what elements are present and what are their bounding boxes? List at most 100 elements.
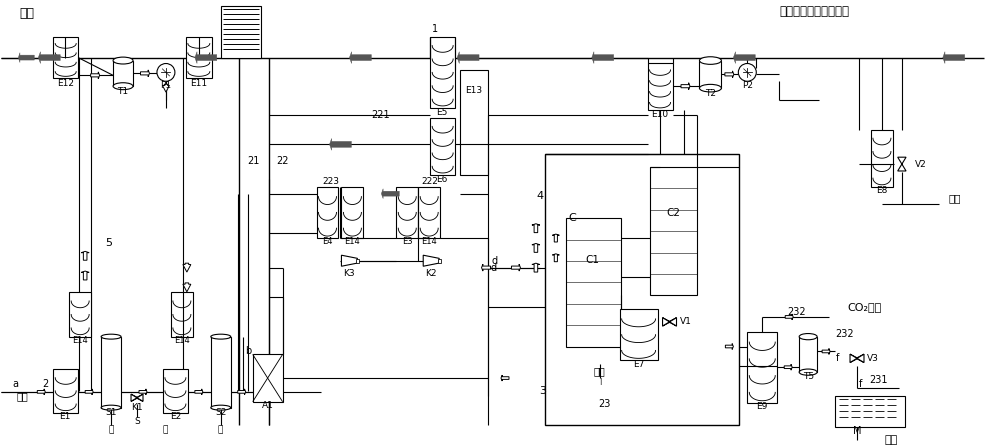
Polygon shape xyxy=(341,255,357,266)
Text: S1: S1 xyxy=(105,408,117,417)
Polygon shape xyxy=(131,397,143,401)
Ellipse shape xyxy=(211,405,231,410)
Text: E7: E7 xyxy=(633,360,644,369)
Text: E14: E14 xyxy=(174,336,190,345)
Polygon shape xyxy=(423,255,439,266)
Text: 2: 2 xyxy=(42,379,48,389)
Polygon shape xyxy=(18,53,34,63)
Text: E10: E10 xyxy=(651,110,668,119)
Polygon shape xyxy=(898,157,906,171)
Polygon shape xyxy=(532,263,540,272)
Text: 21: 21 xyxy=(248,156,260,166)
Text: 223: 223 xyxy=(322,177,339,186)
Ellipse shape xyxy=(101,334,121,339)
Text: 干冰: 干冰 xyxy=(885,435,898,445)
Polygon shape xyxy=(131,394,143,401)
Text: C1: C1 xyxy=(586,255,600,265)
Polygon shape xyxy=(785,314,793,320)
Polygon shape xyxy=(329,139,351,150)
Bar xyxy=(418,187,440,238)
Bar xyxy=(221,6,261,58)
Text: 气体: 气体 xyxy=(19,7,34,20)
Text: K3: K3 xyxy=(344,269,355,278)
Bar xyxy=(430,118,455,175)
Text: d: d xyxy=(492,256,498,266)
Polygon shape xyxy=(38,52,60,63)
Polygon shape xyxy=(81,251,89,260)
Text: 222: 222 xyxy=(422,177,439,186)
Text: P2: P2 xyxy=(742,81,753,90)
Polygon shape xyxy=(131,394,143,398)
Text: 4: 4 xyxy=(536,190,543,201)
Text: E4: E4 xyxy=(322,237,333,246)
Ellipse shape xyxy=(699,84,721,92)
Polygon shape xyxy=(725,344,733,350)
Text: C2: C2 xyxy=(667,208,681,219)
Polygon shape xyxy=(532,224,540,232)
Text: A1: A1 xyxy=(262,401,274,410)
Text: E14: E14 xyxy=(421,237,437,246)
Text: b: b xyxy=(246,346,252,356)
Text: V2: V2 xyxy=(915,160,927,169)
Circle shape xyxy=(738,63,756,81)
Bar xyxy=(171,292,193,337)
Text: P1: P1 xyxy=(160,81,171,90)
Bar xyxy=(566,218,621,346)
Text: 水: 水 xyxy=(163,425,168,434)
Text: 尾气: 尾气 xyxy=(949,194,961,203)
Polygon shape xyxy=(725,71,734,78)
Polygon shape xyxy=(91,72,100,79)
Text: 3: 3 xyxy=(539,386,546,396)
Text: E1: E1 xyxy=(60,412,71,421)
Bar xyxy=(53,369,78,413)
Text: E2: E2 xyxy=(170,412,182,421)
Ellipse shape xyxy=(799,369,817,375)
Bar xyxy=(747,332,777,403)
Bar xyxy=(438,259,441,263)
Text: 232: 232 xyxy=(835,329,854,339)
Polygon shape xyxy=(850,354,864,359)
Polygon shape xyxy=(681,83,690,90)
Ellipse shape xyxy=(699,57,721,64)
Polygon shape xyxy=(238,389,246,395)
Text: T5: T5 xyxy=(803,371,814,380)
Bar xyxy=(545,154,739,426)
Ellipse shape xyxy=(113,83,133,90)
Text: f: f xyxy=(859,379,862,389)
Circle shape xyxy=(157,63,175,81)
Polygon shape xyxy=(511,264,520,271)
Polygon shape xyxy=(663,318,677,326)
Bar xyxy=(163,369,188,413)
Text: |: | xyxy=(600,378,602,384)
Bar xyxy=(620,309,658,360)
Bar xyxy=(69,292,91,337)
Bar xyxy=(113,60,133,86)
Text: 水: 水 xyxy=(108,425,113,434)
Polygon shape xyxy=(850,358,864,363)
Polygon shape xyxy=(195,389,203,395)
Text: E5: E5 xyxy=(436,108,448,117)
Polygon shape xyxy=(592,52,614,63)
Polygon shape xyxy=(501,375,509,381)
Text: E3: E3 xyxy=(402,237,413,246)
Text: K2: K2 xyxy=(425,269,437,278)
Bar xyxy=(53,37,78,78)
Polygon shape xyxy=(532,244,540,253)
Text: E9: E9 xyxy=(757,402,768,411)
Ellipse shape xyxy=(113,57,133,64)
Polygon shape xyxy=(183,283,191,292)
Bar xyxy=(317,187,338,238)
Ellipse shape xyxy=(101,405,121,410)
Polygon shape xyxy=(37,389,45,395)
Text: T2: T2 xyxy=(705,89,716,97)
Polygon shape xyxy=(552,254,559,261)
Polygon shape xyxy=(381,189,399,198)
Text: CO₂液体: CO₂液体 xyxy=(847,302,881,312)
Polygon shape xyxy=(733,52,755,63)
Ellipse shape xyxy=(799,333,817,340)
Polygon shape xyxy=(349,52,371,63)
Text: S2: S2 xyxy=(215,408,226,417)
Polygon shape xyxy=(663,318,677,322)
Polygon shape xyxy=(81,271,89,280)
Bar xyxy=(648,63,673,110)
